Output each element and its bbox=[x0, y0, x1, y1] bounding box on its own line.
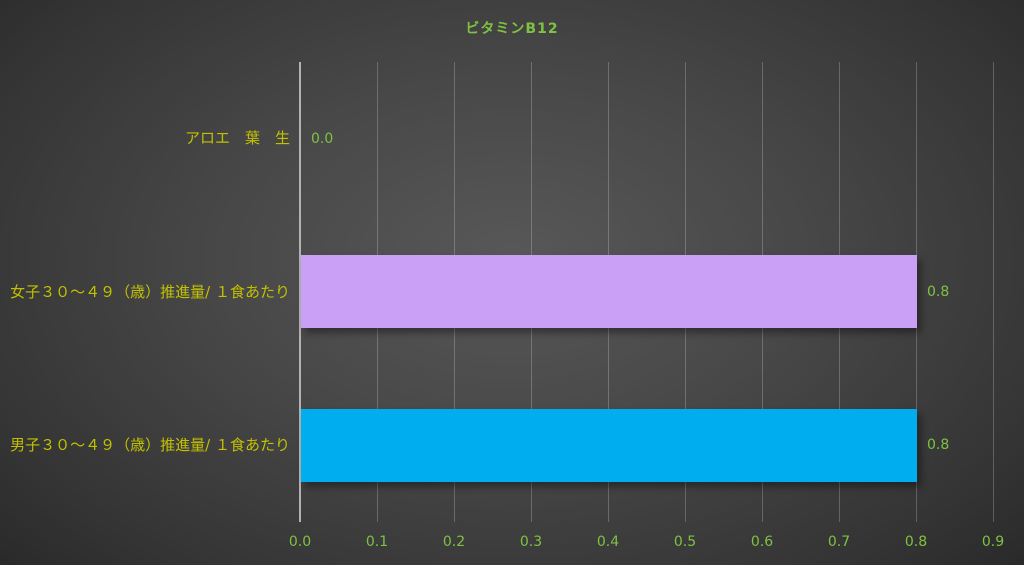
x-tick-label: 0.0 bbox=[288, 534, 312, 550]
x-axis: 0.0 0.1 0.2 0.3 0.4 0.5 0.6 0.7 0.8 0.9 bbox=[289, 534, 1004, 556]
value-axis-line bbox=[299, 62, 301, 522]
category-label: 女子３０〜４９（歳）推進量/ １食あたり bbox=[10, 282, 290, 301]
bar bbox=[301, 408, 917, 482]
x-tick-label: 0.2 bbox=[442, 534, 466, 550]
x-tick-label: 0.8 bbox=[904, 534, 928, 550]
x-tick-label: 0.4 bbox=[596, 534, 620, 550]
x-tick-label: 0.5 bbox=[673, 534, 697, 550]
x-tick-label: 0.3 bbox=[519, 534, 543, 550]
data-label: 0.8 bbox=[927, 283, 950, 300]
data-label: 0.8 bbox=[927, 437, 950, 454]
x-tick-label: 0.1 bbox=[365, 534, 389, 550]
bar-row: 0.8 bbox=[300, 215, 993, 368]
bar-row: 0.0 bbox=[300, 62, 993, 215]
category-label: アロエ 葉 生 bbox=[184, 129, 290, 148]
bar bbox=[301, 255, 917, 329]
x-tick-label: 0.6 bbox=[750, 534, 774, 550]
chart-title: ビタミンB12 bbox=[465, 21, 559, 37]
category-label: 男子３０〜４９（歳）推進量/ １食あたり bbox=[10, 435, 290, 454]
category-axis: アロエ 葉 生女子３０〜４９（歳）推進量/ １食あたり 男子３０〜４９（歳）推進量… bbox=[0, 62, 290, 522]
x-tick-label: 0.7 bbox=[827, 534, 851, 550]
data-label: 0.0 bbox=[311, 130, 334, 147]
x-tick-label: 0.9 bbox=[981, 534, 1005, 550]
plot-area: 0.0 0.8 0.8 bbox=[299, 62, 994, 522]
bar-row: 0.8 bbox=[300, 369, 993, 522]
gridline bbox=[993, 62, 994, 522]
